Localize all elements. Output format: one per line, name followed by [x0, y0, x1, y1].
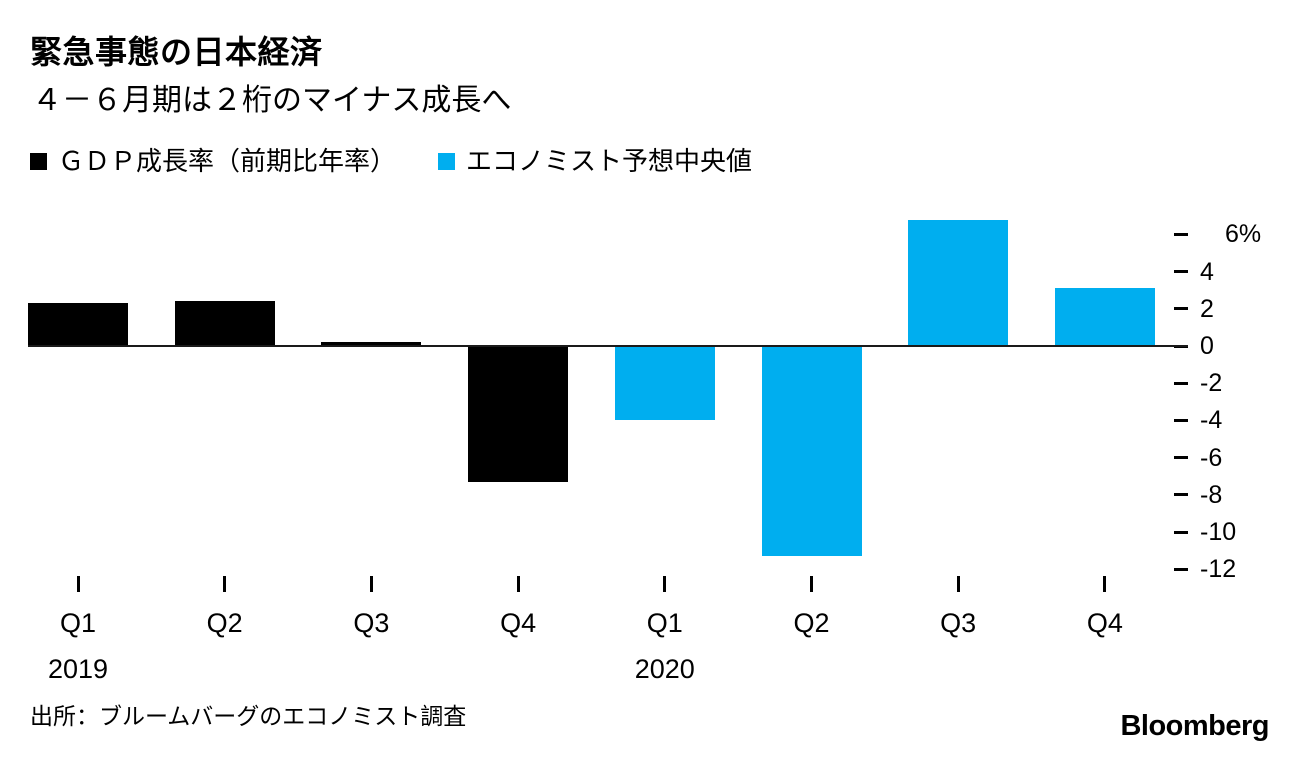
x-tick-dash-4 [663, 576, 667, 592]
x-tick-label-q4-3: Q4 [500, 608, 537, 638]
bar-actual-q3-2 [321, 342, 422, 346]
y-tick-dash--4 [1174, 418, 1188, 422]
legend-item-forecast: エコノミスト予想中央値 [438, 146, 752, 176]
y-tick-label-0: 0 [1200, 332, 1214, 360]
bloomberg-logo: Bloomberg [1120, 710, 1269, 742]
y-tick-label-4: 4 [1200, 257, 1214, 286]
bar-forecast-q3-6 [908, 219, 1009, 346]
y-tick-dash-2 [1174, 307, 1188, 311]
x-tick-dash-3 [516, 576, 520, 592]
x-tick-dash-0 [76, 576, 80, 592]
bar-chart-plot-area: 6% 4 2 0 -2 -4 -6 -8 -10 -12 Q1 Q2 Q3 Q4 Q1 Q2 Q3 Q4 2019 2… [0, 200, 1296, 684]
x-tick-label-q3-2: Q3 [353, 608, 390, 638]
bar-forecast-q4-7 [1054, 288, 1155, 346]
x-tick-label-q1-4: Q1 [646, 608, 683, 638]
y-tick-dash--2 [1174, 381, 1188, 385]
y-tick-label--10: -10 [1200, 518, 1237, 546]
y-tick-dash-4 [1174, 270, 1188, 274]
x-tick-dash-5 [810, 576, 813, 592]
x-tick-dash-6 [956, 576, 960, 592]
y-tick-label-6%: 6% [1225, 220, 1262, 249]
legend-item-gdp: ＧＤＰ成長率（前期比年率） [30, 146, 396, 176]
y-tick-dash--6 [1174, 456, 1188, 460]
x-tick-dash-2 [369, 576, 373, 592]
x-tick-label-q3-6: Q3 [940, 608, 977, 638]
zero-axis-line [28, 345, 1188, 347]
legend-label-forecast: エコノミスト予想中央値 [466, 146, 753, 176]
bar-actual-q1-0 [28, 303, 128, 346]
x-tick-dash-1 [223, 576, 227, 592]
y-tick-label--6: -6 [1200, 443, 1223, 472]
x-tick-dash-7 [1103, 576, 1107, 592]
x-tick-label-q2-5: Q2 [793, 608, 830, 638]
y-tick-dash--12 [1174, 567, 1188, 571]
source-note: 出所：ブルームバーグのエコノミスト調査 [30, 703, 467, 729]
bar-forecast-q1-4 [614, 346, 715, 421]
forecast-series-swatch-icon [438, 152, 456, 170]
x-tick-label-q4-7: Q4 [1086, 608, 1123, 638]
chart-title: 緊急事態の日本経済 [30, 34, 323, 70]
y-tick-label-2: 2 [1200, 294, 1214, 323]
y-tick-label--2: -2 [1200, 369, 1223, 398]
y-tick-label--4: -4 [1200, 406, 1223, 435]
y-tick-dash--8 [1174, 493, 1188, 497]
legend: ＧＤＰ成長率（前期比年率） エコノミスト予想中央値 [30, 146, 752, 176]
chart-subtitle: ４－６月期は２桁のマイナス成長へ [32, 84, 512, 117]
y-tick-dash-6% [1174, 232, 1188, 236]
y-tick-dash--10 [1174, 530, 1188, 534]
bar-actual-q4-3 [468, 346, 569, 482]
bar-forecast-q2-5 [761, 346, 862, 557]
y-tick-label--8: -8 [1200, 480, 1223, 509]
year-label-2019: 2019 [47, 654, 109, 684]
legend-label-gdp: ＧＤＰ成長率（前期比年率） [58, 146, 397, 176]
y-tick-label--12: -12 [1200, 555, 1237, 584]
bar-actual-q2-1 [174, 301, 275, 346]
x-tick-label-q1-0: Q1 [59, 608, 97, 638]
year-label-2020: 2020 [634, 654, 695, 684]
gdp-series-swatch-icon [30, 152, 47, 170]
x-tick-label-q2-1: Q2 [206, 608, 243, 638]
